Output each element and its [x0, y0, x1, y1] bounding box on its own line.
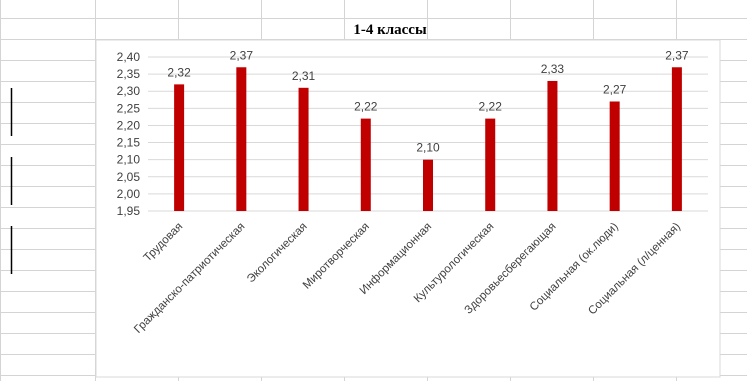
bar[interactable]	[609, 101, 620, 211]
bar[interactable]	[298, 87, 309, 211]
bar[interactable]	[485, 118, 496, 211]
data-label: 2,32	[167, 65, 191, 79]
data-label: 2,22	[354, 100, 378, 114]
y-tick-label: 2,25	[117, 101, 141, 115]
y-tick-label: 2,35	[117, 67, 141, 81]
y-tick-label: 2,30	[117, 84, 141, 98]
data-labels: 2,32 2,37 2,31 2,22 2,10 2,22 2,33 2,27 2,37	[167, 48, 688, 154]
bar[interactable]	[236, 67, 247, 212]
bar[interactable]	[360, 118, 371, 211]
y-tick-label: 1,95	[117, 204, 141, 218]
y-tick-label: 2,15	[117, 136, 141, 150]
data-label: 2,37	[665, 48, 689, 62]
data-label: 2,33	[541, 62, 565, 76]
chart-area[interactable]	[95, 39, 721, 378]
chart-title: 1-4 классы	[353, 22, 427, 38]
bar[interactable]	[671, 67, 682, 212]
y-tick-label: 2,00	[117, 187, 141, 201]
y-axis-tick-labels: 1,95 2,00 2,05 2,10 2,15 2,20 2,25 2,30 2,35 2,40	[117, 50, 141, 218]
data-label: 2,31	[292, 69, 316, 83]
data-label: 2,10	[416, 141, 440, 155]
bars	[174, 67, 682, 212]
bar[interactable]	[547, 80, 558, 211]
y-tick-label: 2,20	[117, 118, 141, 132]
y-tick-label: 2,40	[117, 50, 141, 64]
bar[interactable]	[423, 159, 433, 211]
data-label: 2,22	[479, 100, 503, 114]
data-label: 2,37	[230, 48, 254, 62]
bar[interactable]	[174, 84, 185, 211]
y-tick-label: 2,05	[117, 170, 141, 184]
data-label: 2,27	[603, 82, 627, 96]
y-tick-label: 2,10	[117, 153, 141, 167]
